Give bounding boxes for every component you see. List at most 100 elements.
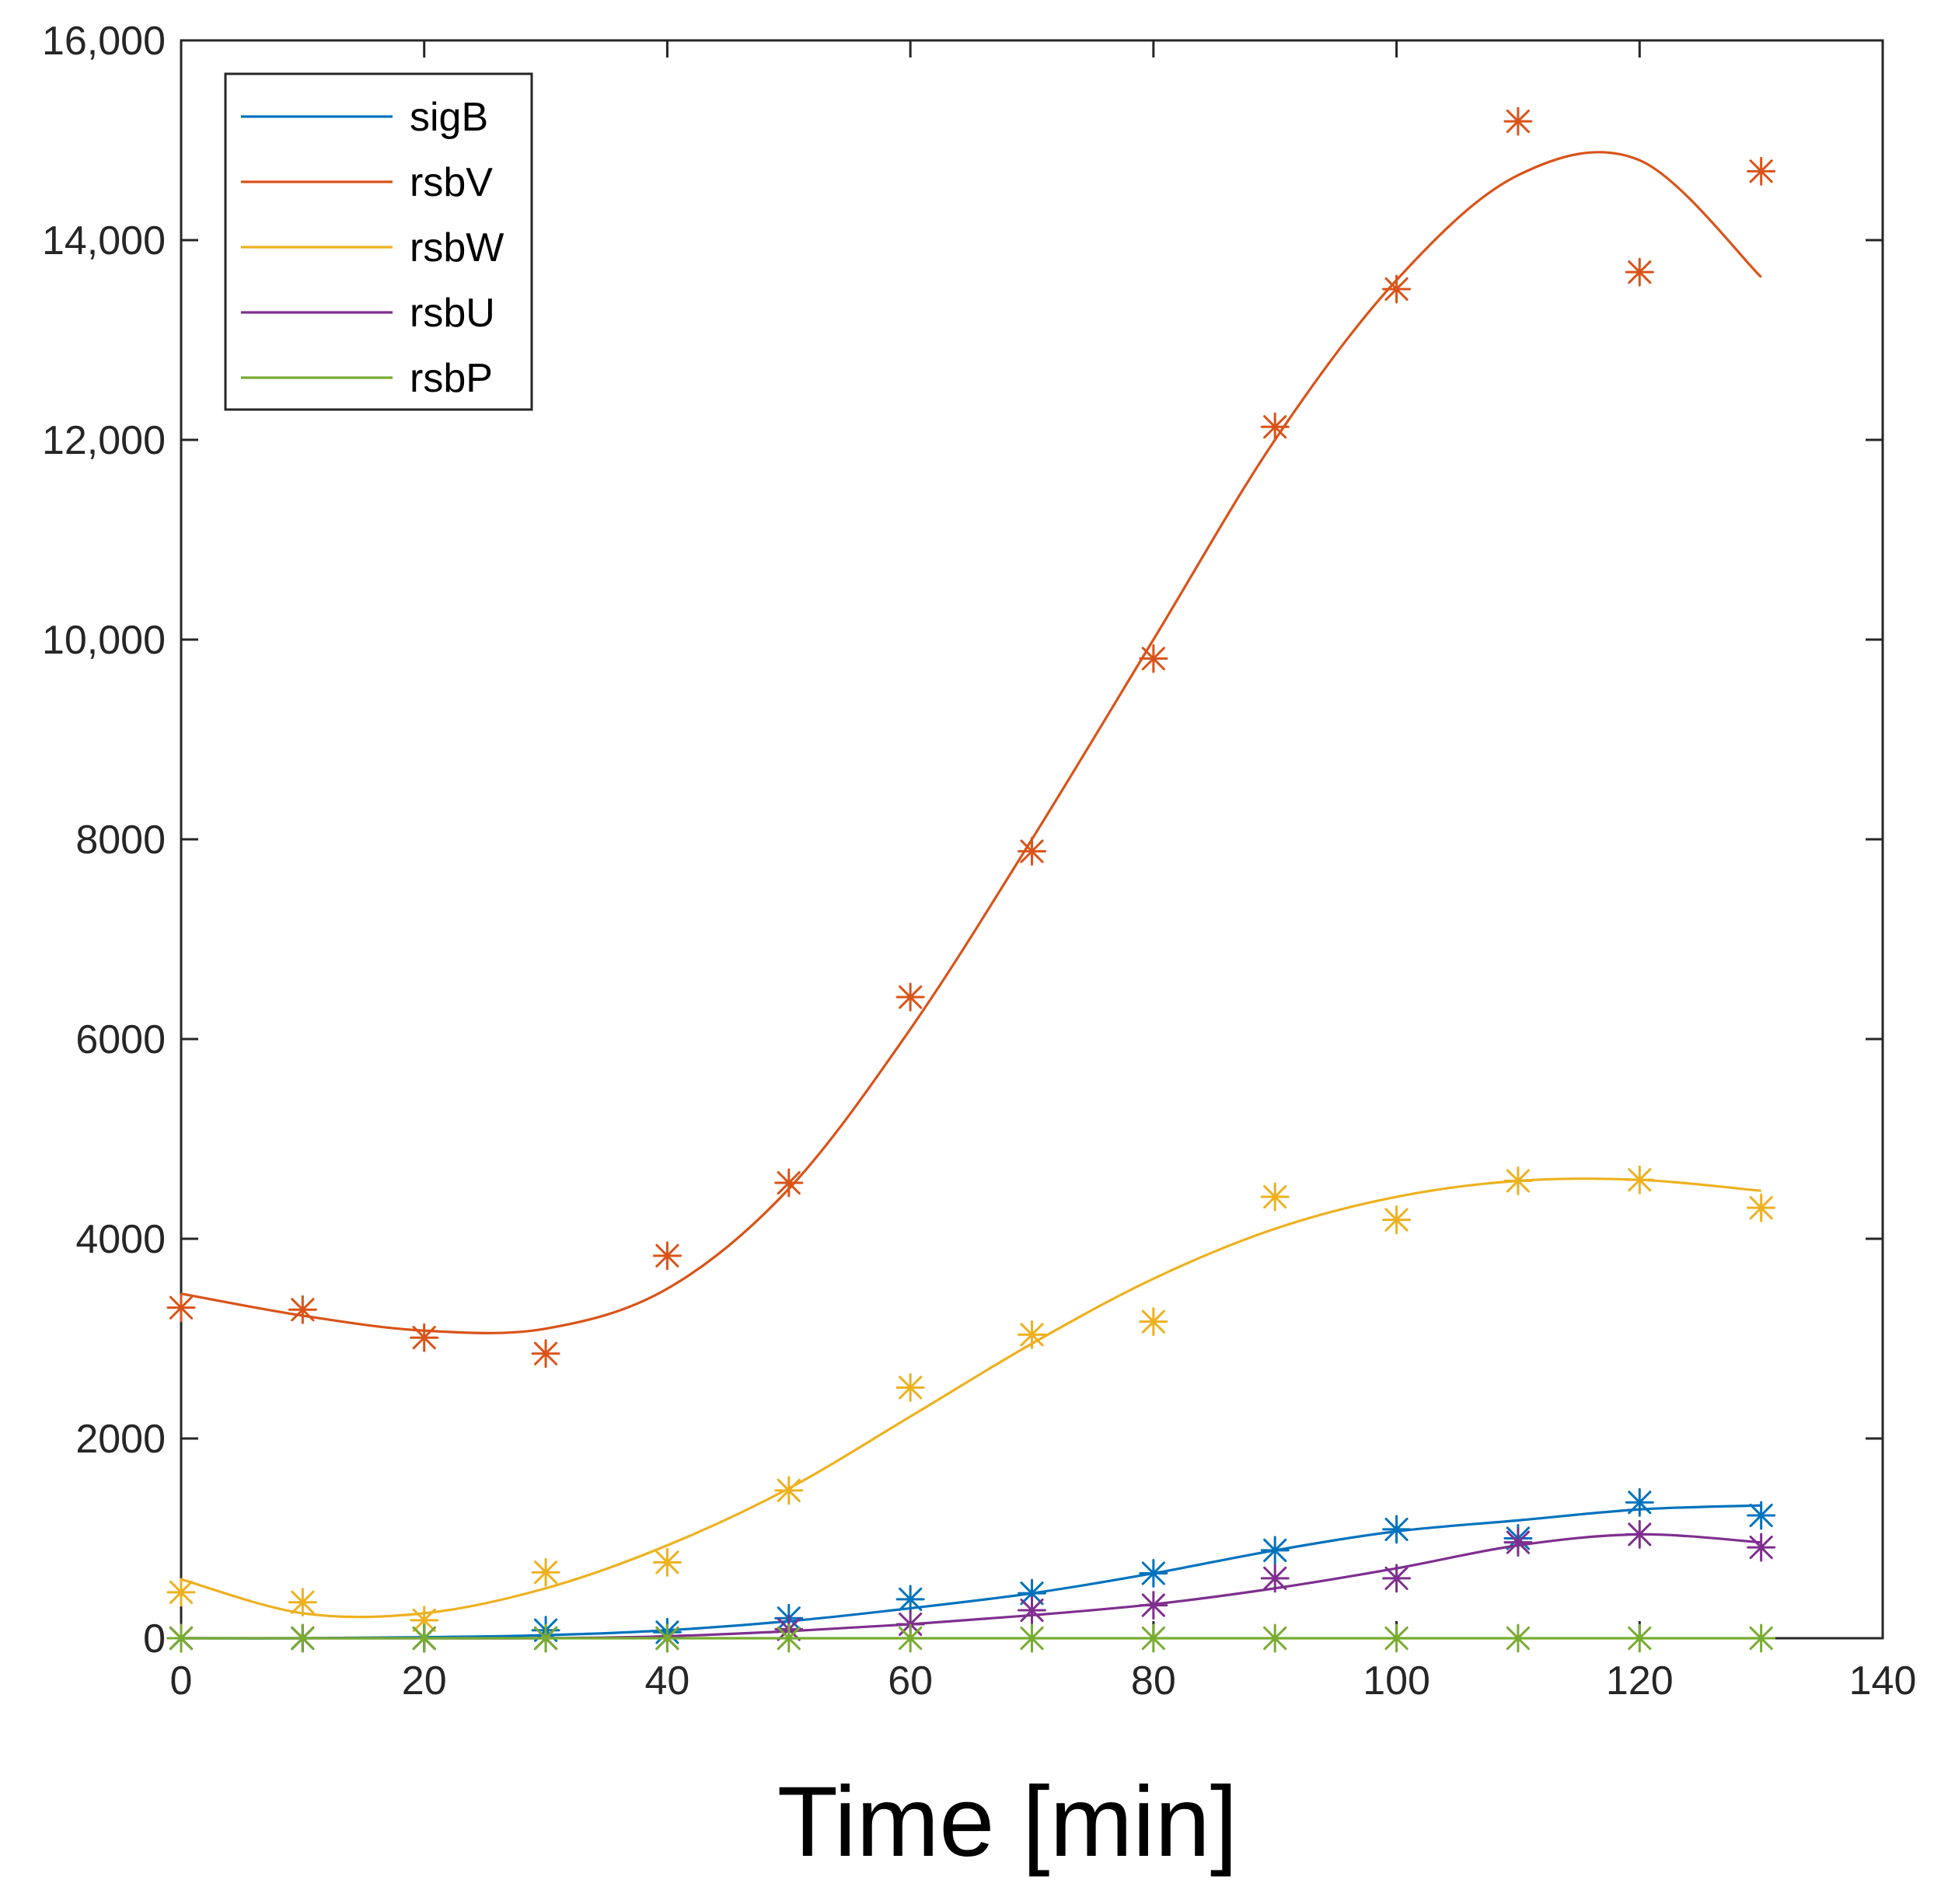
- data-point-rsbV: [531, 1339, 560, 1369]
- data-point-rsbP: [1260, 1623, 1290, 1653]
- series-rsbV: [166, 106, 1776, 1369]
- marker-stroke: [1263, 415, 1287, 439]
- legend-item-rsbV: rsbV: [241, 160, 493, 205]
- data-point-rsbV: [774, 1168, 804, 1198]
- y-tick-label: 0: [143, 1616, 166, 1662]
- data-point-rsbW: [166, 1578, 196, 1607]
- data-point-rsbP: [1139, 1623, 1168, 1653]
- data-point-rsbV: [1382, 274, 1412, 304]
- data-point-sigB: [895, 1585, 925, 1614]
- y-tick-label: 4000: [75, 1217, 166, 1262]
- data-point-rsbV: [1139, 643, 1168, 673]
- marker-stroke: [1749, 1626, 1773, 1651]
- y-tick-label: 2000: [75, 1417, 166, 1462]
- data-point-sigB: [1625, 1487, 1654, 1517]
- data-point-rsbU: [1139, 1591, 1168, 1620]
- data-point-rsbP: [531, 1623, 560, 1653]
- data-point-sigB: [1747, 1501, 1776, 1530]
- marker-stroke: [1141, 1561, 1165, 1585]
- axes: 0 20 40 60 80 100 120 140 0 2000 4000 6000 8000 10,00…: [42, 19, 1916, 1703]
- marker-stroke: [1263, 1566, 1287, 1590]
- data-point-sigB: [1139, 1558, 1168, 1588]
- legend-item-sigB: sigB: [241, 95, 488, 140]
- marker-stroke: [1506, 109, 1531, 134]
- marker-stroke: [412, 1608, 436, 1632]
- data-point-rsbW: [1139, 1307, 1168, 1337]
- data-point-rsbW: [1260, 1182, 1290, 1212]
- marker-stroke: [169, 1295, 194, 1320]
- y-tick-label: 8000: [75, 818, 166, 863]
- marker-stroke: [1141, 1626, 1165, 1651]
- marker-stroke: [1384, 277, 1409, 302]
- legend-label: rsbW: [410, 225, 504, 270]
- marker-stroke: [899, 985, 923, 1010]
- legend-item-rsbP: rsbP: [241, 356, 493, 401]
- marker-stroke: [1020, 1581, 1044, 1606]
- data-point-rsbV: [166, 1293, 196, 1323]
- data-point-rsbP: [895, 1623, 925, 1653]
- marker-stroke: [291, 1626, 315, 1651]
- x-tick-label: 120: [1606, 1658, 1674, 1703]
- legend-item-rsbU: rsbU: [241, 291, 495, 336]
- y-tick-label: 14,000: [42, 218, 166, 263]
- data-point-rsbV: [1503, 106, 1533, 136]
- marker-stroke: [1384, 1626, 1409, 1651]
- marker-stroke: [1141, 1309, 1165, 1334]
- data-point-rsbV: [652, 1241, 682, 1271]
- data-point-sigB: [1260, 1536, 1290, 1565]
- x-axis-title: Time [min]: [777, 1766, 1238, 1878]
- data-point-rsbP: [1625, 1623, 1654, 1653]
- marker-stroke: [777, 1170, 801, 1195]
- x-tick-label: 100: [1363, 1658, 1430, 1703]
- legend-label: rsbP: [410, 356, 493, 401]
- data-point-rsbW: [774, 1476, 804, 1505]
- marker-stroke: [777, 1478, 801, 1502]
- x-tick-label: 0: [170, 1658, 193, 1703]
- marker-stroke: [412, 1626, 436, 1651]
- data-point-rsbU: [1747, 1533, 1776, 1562]
- data-point-sigB: [1382, 1515, 1412, 1544]
- marker-stroke: [1749, 159, 1773, 183]
- marker-stroke: [533, 1626, 558, 1651]
- marker-stroke: [1628, 260, 1652, 284]
- marker-stroke: [1628, 1491, 1652, 1515]
- x-tick-label: 20: [402, 1658, 447, 1703]
- marker-stroke: [533, 1341, 558, 1365]
- marker-stroke: [1506, 1169, 1531, 1193]
- marker-stroke: [1384, 1517, 1409, 1542]
- data-point-rsbP: [1747, 1623, 1776, 1653]
- marker-stroke: [1263, 1538, 1287, 1563]
- marker-stroke: [1749, 1503, 1773, 1528]
- data-point-rsbU: [1625, 1519, 1654, 1549]
- marker-stroke: [1749, 1196, 1773, 1220]
- data-point-rsbU: [1260, 1564, 1290, 1593]
- data-point-rsbP: [1382, 1623, 1412, 1653]
- marker-stroke: [655, 1243, 679, 1268]
- marker-stroke: [1020, 1598, 1044, 1623]
- marker-stroke: [1020, 1626, 1044, 1651]
- marker-stroke: [169, 1580, 194, 1604]
- data-point-rsbU: [1018, 1595, 1046, 1625]
- marker-stroke: [169, 1626, 194, 1651]
- data-point-rsbV: [1625, 257, 1654, 287]
- data-point-rsbP: [652, 1623, 682, 1653]
- data-point-rsbW: [288, 1588, 317, 1617]
- data-point-rsbP: [410, 1623, 439, 1653]
- x-tick-label: 60: [888, 1658, 933, 1703]
- marker-stroke: [533, 1561, 558, 1585]
- x-tick-label: 80: [1131, 1658, 1176, 1703]
- data-point-rsbW: [1018, 1320, 1046, 1349]
- marker-stroke: [899, 1587, 923, 1611]
- marker-stroke: [1506, 1626, 1531, 1651]
- marker-stroke: [1263, 1184, 1287, 1209]
- series-layer: [166, 106, 1776, 1653]
- marker-stroke: [1263, 1626, 1287, 1651]
- data-point-rsbV: [410, 1323, 439, 1352]
- marker-stroke: [1384, 1566, 1409, 1590]
- data-point-rsbU: [1382, 1564, 1412, 1593]
- marker-stroke: [655, 1626, 679, 1651]
- series-rsbW: [166, 1165, 1776, 1635]
- data-point-rsbW: [895, 1372, 925, 1402]
- data-point-rsbW: [531, 1557, 560, 1587]
